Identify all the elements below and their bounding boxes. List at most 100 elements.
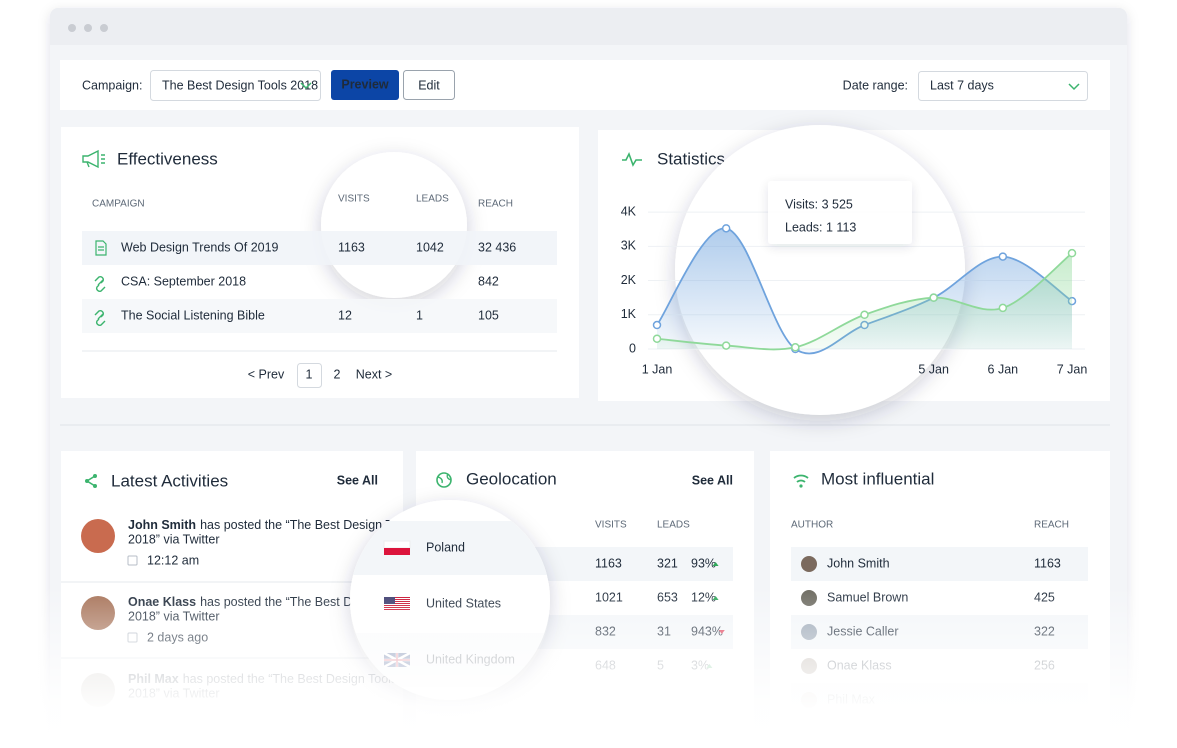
page-link[interactable]: 1	[306, 367, 313, 381]
tooltip-text: Leads: 1 113	[785, 220, 856, 234]
share-dot	[85, 479, 89, 483]
campaign-name: Web Design Trends Of 2019	[121, 240, 279, 254]
point	[998, 252, 1008, 261]
preview-label: Preview	[341, 77, 389, 91]
link-icon	[94, 310, 106, 326]
globe-icon	[437, 473, 452, 484]
x-tick-label: 5 Jan	[918, 362, 949, 376]
campaign-select[interactable]	[150, 70, 321, 101]
activity-text: 2018” via Twitter	[128, 532, 219, 546]
author: John Smith	[128, 518, 196, 532]
activity: John Smith has posted the “The Best Desig…	[81, 518, 415, 567]
reach-cell: 842	[478, 274, 499, 288]
date-value: Last 7 days	[930, 78, 994, 92]
campaign-value: The Best Design Tools 2018	[162, 78, 318, 92]
visits-cell: 1163	[338, 240, 365, 254]
date-select[interactable]	[918, 71, 1088, 101]
row-stripe	[82, 299, 557, 333]
column-header: REACH	[478, 199, 513, 210]
next-link[interactable]: Next >	[356, 367, 392, 381]
column-header: VISITS	[338, 194, 370, 205]
page-active	[297, 363, 322, 388]
calendar-icon	[127, 555, 138, 566]
area	[657, 253, 1072, 350]
column-header: REACH	[1034, 520, 1069, 531]
point	[652, 334, 662, 343]
see-all[interactable]: See All	[337, 473, 378, 487]
visits-cell: 1163	[595, 556, 622, 570]
link-icon	[94, 276, 106, 292]
pulse-icon	[622, 151, 642, 167]
card-title: Effectiveness	[117, 149, 218, 168]
row-stripe	[82, 231, 557, 265]
reach-cell: 105	[478, 308, 499, 322]
row-stripe	[350, 521, 550, 575]
campaign-label: Campaign:	[82, 78, 142, 92]
prev-link[interactable]: < Prev	[248, 367, 285, 381]
leads-cell: 321	[657, 556, 678, 570]
point	[860, 310, 869, 320]
magnifier	[321, 152, 467, 298]
wifi-dot	[799, 484, 803, 488]
wifi-icon	[793, 474, 809, 483]
chevron	[1068, 83, 1080, 91]
reach-cell: 32 436	[478, 240, 516, 254]
activity-text: John Smith has posted the “The Best Desig…	[128, 518, 415, 532]
column-header: AUTHOR	[791, 520, 833, 531]
campaign-name: CSA: September 2018	[121, 274, 246, 288]
y-tick-label: 4K	[621, 204, 637, 218]
column-header: LEADS	[416, 194, 449, 205]
y-tick-label: 0	[629, 341, 636, 355]
share-dot	[93, 484, 97, 488]
doc-icon	[95, 240, 107, 256]
x-tick-label: 1 Jan	[642, 362, 673, 376]
avatar	[801, 556, 817, 572]
title-bar	[50, 8, 1127, 45]
point	[721, 341, 731, 350]
edit-button[interactable]	[403, 70, 455, 100]
action: has posted the “The Best Design Tools	[200, 518, 414, 532]
window-dot	[84, 24, 92, 32]
reach-cell: 1163	[1034, 556, 1061, 570]
y-tick-label: 2K	[621, 273, 637, 287]
point	[791, 343, 800, 352]
card-title: Latest Activities	[111, 471, 228, 490]
megaphone-icon	[82, 149, 105, 169]
window-dot	[100, 24, 108, 32]
leads-cell: 1042	[416, 240, 444, 254]
bottom-fade	[0, 585, 1177, 748]
x-tick-label: 6 Jan	[988, 362, 1019, 376]
page-link[interactable]: 2	[334, 367, 341, 381]
see-all[interactable]: See All	[692, 473, 733, 487]
y-tick-label: 1K	[621, 307, 637, 321]
author-row: John Smith 1163	[791, 547, 1088, 581]
card-title: Statistics	[657, 149, 725, 168]
x-tick-label: 7 Jan	[1057, 362, 1088, 376]
edit-label: Edit	[418, 78, 440, 92]
chevron	[300, 82, 312, 90]
preview-button[interactable]	[331, 70, 399, 100]
campaign-name: The Social Listening Bible	[121, 308, 265, 322]
time: 12:12 am	[147, 553, 199, 567]
avatar	[81, 519, 115, 553]
country-name: Poland	[426, 540, 465, 554]
row-stripe	[791, 547, 1088, 581]
point	[1067, 248, 1077, 258]
flag	[384, 548, 410, 555]
card-title: Most influential	[821, 469, 934, 488]
date-label: Date range:	[843, 78, 908, 92]
share-dot	[93, 474, 97, 478]
visits-cell: 12	[338, 308, 352, 322]
trend-arrow	[712, 562, 719, 566]
point	[652, 320, 662, 330]
column-header: VISITS	[595, 520, 627, 531]
point	[929, 293, 938, 302]
point	[721, 224, 731, 233]
window-dot	[68, 24, 76, 32]
leads-cell: 1	[416, 308, 423, 322]
column-header: CAMPAIGN	[92, 199, 145, 210]
tooltip	[768, 181, 912, 244]
author-name: John Smith	[827, 556, 890, 570]
change-cell: 93%	[691, 556, 716, 570]
